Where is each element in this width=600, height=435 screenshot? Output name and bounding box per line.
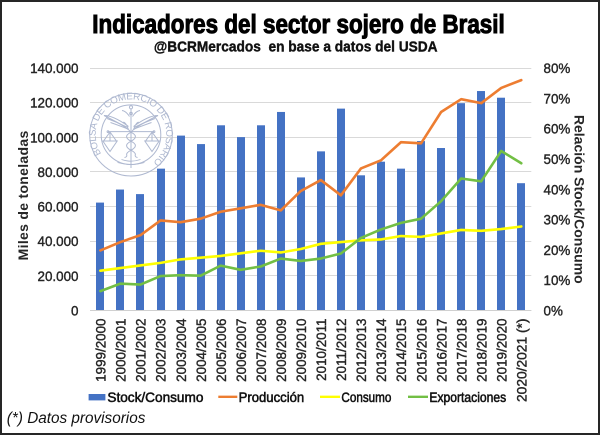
svg-text:Miles de toneladas: Miles de toneladas: [15, 130, 31, 260]
svg-text:2002/2003: 2002/2003: [154, 319, 169, 382]
svg-text:2014/2015: 2014/2015: [394, 319, 409, 382]
svg-text:40.000: 40.000: [38, 234, 79, 249]
svg-text:2008/2009: 2008/2009: [274, 319, 289, 382]
svg-text:2020/2021 (*): 2020/2021 (*): [514, 319, 529, 403]
svg-text:2004/2005: 2004/2005: [194, 319, 209, 382]
svg-text:2016/2017: 2016/2017: [434, 319, 449, 382]
svg-text:2011/2012: 2011/2012: [334, 319, 349, 381]
svg-text:2017/2018: 2017/2018: [454, 319, 469, 382]
svg-text:80.000: 80.000: [38, 165, 79, 180]
svg-text:30%: 30%: [544, 213, 571, 228]
svg-text:Stock/Consumo: Stock/Consumo: [107, 390, 203, 405]
svg-text:Exportaciones: Exportaciones: [429, 390, 506, 405]
svg-text:2015/2016: 2015/2016: [414, 319, 429, 382]
svg-text:(*) Datos provisorios: (*) Datos provisorios: [7, 410, 146, 427]
svg-text:1999/2000: 1999/2000: [94, 319, 109, 382]
svg-text:2001/2002: 2001/2002: [134, 319, 149, 382]
svg-text:2005/2006: 2005/2006: [214, 319, 229, 382]
svg-text:Consumo: Consumo: [341, 390, 391, 405]
svg-text:20.000: 20.000: [38, 269, 79, 284]
svg-text:70%: 70%: [544, 91, 571, 106]
svg-text:120.000: 120.000: [30, 96, 78, 111]
svg-text:2019/2020: 2019/2020: [494, 319, 509, 382]
svg-text:100.000: 100.000: [30, 130, 78, 145]
svg-text:2010/2011: 2010/2011: [314, 319, 329, 381]
svg-text:60.000: 60.000: [38, 200, 79, 215]
svg-text:80%: 80%: [544, 61, 571, 76]
svg-text:2013/2014: 2013/2014: [374, 318, 389, 382]
svg-text:Producción: Producción: [239, 390, 305, 405]
svg-text:50%: 50%: [544, 152, 571, 167]
svg-text:2018/2019: 2018/2019: [474, 319, 489, 382]
svg-text:0: 0: [71, 304, 78, 319]
svg-text:Relación Stock/Consumo: Relación Stock/Consumo: [572, 115, 588, 284]
svg-text:0%: 0%: [544, 304, 563, 319]
svg-text:60%: 60%: [544, 122, 571, 137]
svg-text:Indicadores del sector sojero: Indicadores del sector sojero de Brasil: [92, 10, 504, 39]
svg-text:10%: 10%: [544, 273, 571, 288]
svg-text:2000/2001: 2000/2001: [114, 319, 129, 382]
svg-text:@BCRMercados en base a datos: @BCRMercados en base a datos del USDA: [154, 39, 438, 56]
svg-text:2007/2008: 2007/2008: [254, 319, 269, 382]
svg-text:140.000: 140.000: [30, 61, 78, 76]
svg-text:2012/2013: 2012/2013: [354, 319, 369, 382]
svg-text:40%: 40%: [544, 182, 571, 197]
svg-text:2006/2007: 2006/2007: [234, 319, 249, 382]
svg-text:2009/2010: 2009/2010: [294, 319, 309, 382]
svg-text:20%: 20%: [544, 243, 571, 258]
svg-text:2003/2004: 2003/2004: [174, 318, 189, 382]
